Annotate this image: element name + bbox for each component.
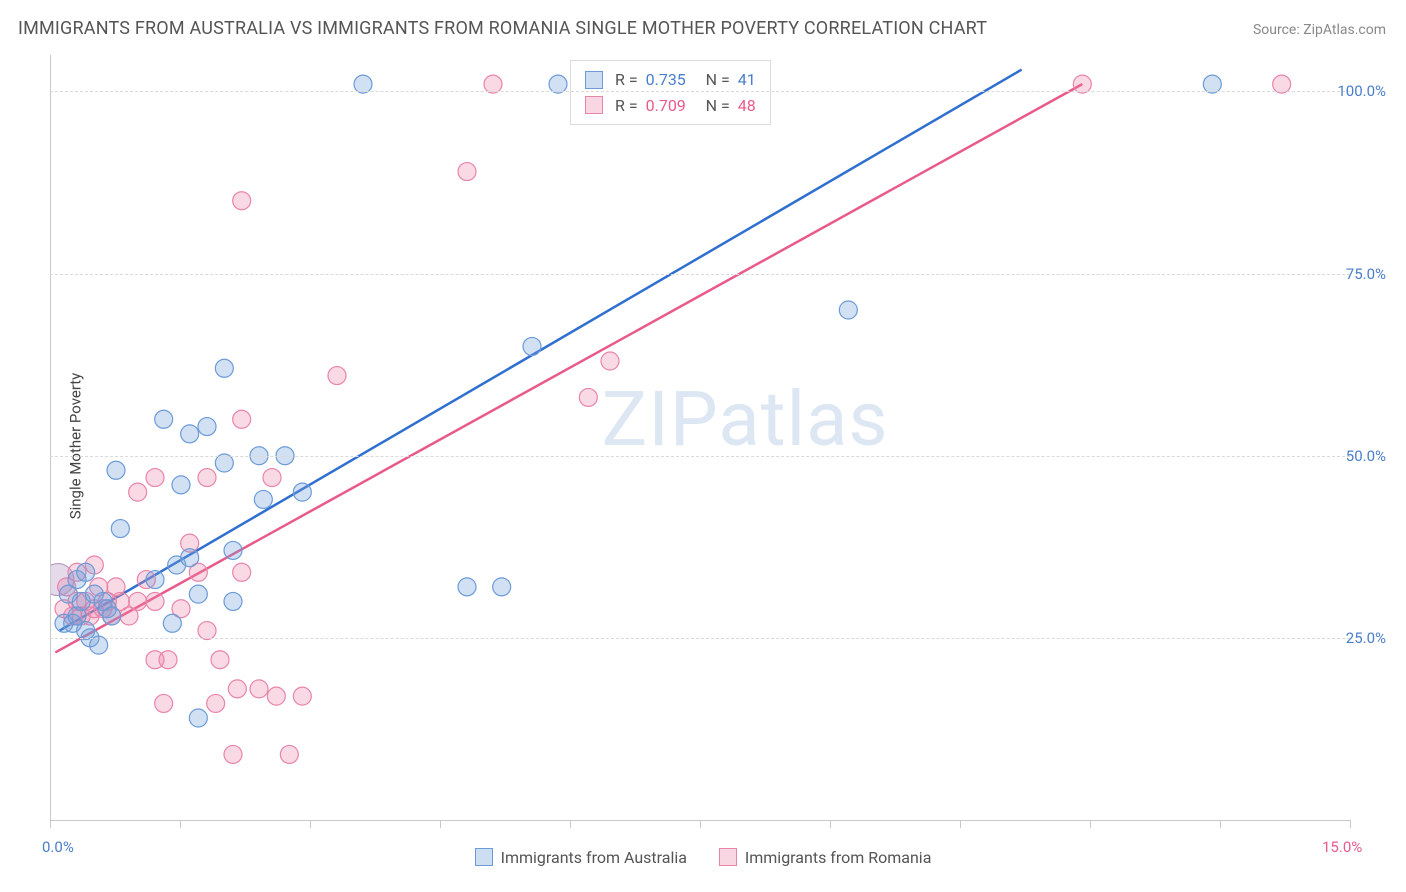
scatter-point-australia <box>77 563 95 581</box>
series-legend: Immigrants from Australia Immigrants fro… <box>0 848 1406 871</box>
scatter-point-romania <box>458 163 476 181</box>
chart-title: IMMIGRANTS FROM AUSTRALIA VS IMMIGRANTS … <box>18 18 987 39</box>
scatter-point-australia <box>198 418 216 436</box>
scatter-point-australia <box>111 520 129 538</box>
scatter-point-romania <box>579 388 597 406</box>
gridline <box>50 274 1350 275</box>
scatter-point-australia <box>254 490 272 508</box>
legend-row-romania: R = 0.709 N = 48 <box>585 93 756 119</box>
scatter-point-australia <box>839 301 857 319</box>
scatter-point-australia <box>189 585 207 603</box>
x-tick <box>1220 820 1221 828</box>
scatter-point-romania <box>146 469 164 487</box>
scatter-point-australia <box>181 549 199 567</box>
scatter-point-australia <box>215 359 233 377</box>
scatter-point-romania <box>233 563 251 581</box>
x-tick <box>1350 820 1351 828</box>
scatter-point-romania <box>198 469 216 487</box>
scatter-point-romania <box>233 410 251 428</box>
scatter-point-australia <box>163 614 181 632</box>
swatch-romania-icon <box>719 848 737 866</box>
n-label: N = <box>706 67 730 93</box>
x-tick <box>700 820 701 828</box>
gridline <box>50 638 1350 639</box>
scatter-point-romania <box>129 592 147 610</box>
swatch-australia-icon <box>475 848 493 866</box>
x-axis-max-label: 15.0% <box>1322 838 1362 856</box>
scatter-point-romania <box>280 745 298 763</box>
scatter-point-romania <box>146 592 164 610</box>
gridline <box>50 456 1350 457</box>
gridline <box>50 91 1350 92</box>
chart-plot-area <box>50 55 1351 821</box>
x-tick <box>1090 820 1091 828</box>
r-value-australia: 0.735 <box>646 67 698 93</box>
scatter-point-romania <box>250 680 268 698</box>
swatch-romania-icon <box>585 96 603 114</box>
legend-row-australia: R = 0.735 N = 41 <box>585 67 756 93</box>
regression-line-romania <box>55 84 1082 652</box>
n-value-romania: 48 <box>738 93 756 119</box>
scatter-point-romania <box>224 745 242 763</box>
y-tick-label: 75.0% <box>1346 265 1386 283</box>
scatter-point-romania <box>263 469 281 487</box>
legend-item-romania: Immigrants from Romania <box>719 848 932 867</box>
y-tick-label: 100.0% <box>1337 82 1386 100</box>
scatter-point-australia <box>181 425 199 443</box>
scatter-point-romania <box>228 680 246 698</box>
scatter-point-romania <box>207 694 225 712</box>
scatter-point-australia <box>103 607 121 625</box>
r-value-romania: 0.709 <box>646 93 698 119</box>
n-value-australia: 41 <box>738 67 756 93</box>
scatter-point-romania <box>601 352 619 370</box>
scatter-plot-svg <box>51 55 1351 820</box>
scatter-point-australia <box>107 461 125 479</box>
x-tick <box>180 820 181 828</box>
scatter-point-romania <box>293 687 311 705</box>
scatter-point-australia <box>493 578 511 596</box>
scatter-point-australia <box>224 592 242 610</box>
y-tick-label: 50.0% <box>1346 447 1386 465</box>
correlation-legend: R = 0.735 N = 41 R = 0.709 N = 48 <box>570 60 771 125</box>
scatter-point-romania <box>233 192 251 210</box>
x-axis-min-label: 0.0% <box>42 838 74 856</box>
scatter-point-australia <box>458 578 476 596</box>
scatter-point-australia <box>146 571 164 589</box>
scatter-point-australia <box>172 476 190 494</box>
r-label: R = <box>615 93 638 119</box>
legend-label-romania: Immigrants from Romania <box>745 848 932 867</box>
scatter-point-australia <box>293 483 311 501</box>
legend-label-australia: Immigrants from Australia <box>501 848 687 867</box>
r-label: R = <box>615 67 638 93</box>
scatter-point-romania <box>129 483 147 501</box>
n-label: N = <box>706 93 730 119</box>
source-attribution: Source: ZipAtlas.com <box>1253 22 1386 38</box>
scatter-point-romania <box>155 694 173 712</box>
scatter-point-australia <box>189 709 207 727</box>
y-tick-label: 25.0% <box>1346 629 1386 647</box>
scatter-point-romania <box>211 651 229 669</box>
x-tick <box>50 820 51 828</box>
swatch-australia-icon <box>585 71 603 89</box>
scatter-point-australia <box>155 410 173 428</box>
scatter-point-romania <box>267 687 285 705</box>
x-tick <box>830 820 831 828</box>
x-tick <box>960 820 961 828</box>
x-tick <box>570 820 571 828</box>
legend-item-australia: Immigrants from Australia <box>475 848 687 867</box>
scatter-point-australia <box>523 337 541 355</box>
x-tick <box>440 820 441 828</box>
scatter-point-romania <box>159 651 177 669</box>
scatter-point-romania <box>328 367 346 385</box>
scatter-point-australia <box>224 541 242 559</box>
x-tick <box>310 820 311 828</box>
